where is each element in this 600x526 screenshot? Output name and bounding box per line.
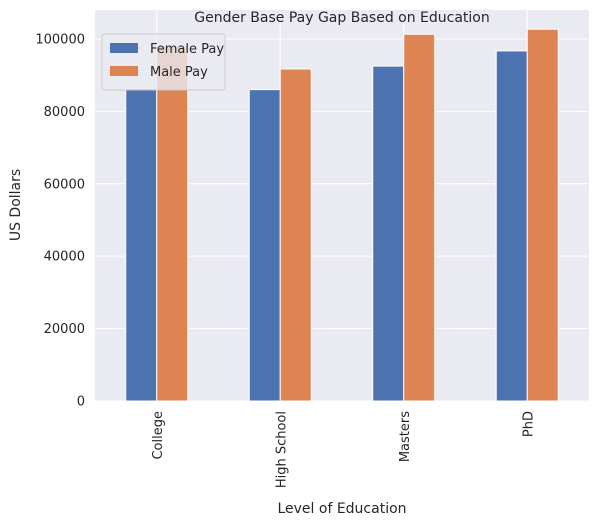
y-tick-label: 40000 [44,250,85,265]
bars [125,28,559,402]
y-tick-label: 60000 [44,177,85,192]
bar-female-pay-masters [372,65,405,402]
bar-male-pay-high-school [279,68,312,402]
bar-male-pay-college [156,45,189,402]
legend-swatch-female-pay [110,43,138,53]
y-tick-label: 20000 [44,322,85,337]
y-tick-label: 100000 [35,32,85,47]
legend-label-female-pay: Female Pay [150,42,224,57]
bar-female-pay-college [125,88,158,402]
legend: Female Pay Male Pay [101,33,226,91]
bar-male-pay-phd [526,28,559,402]
bar-female-pay-phd [495,50,528,402]
y-tick-label: 0 [77,395,85,410]
y-axis-label: US Dollars [8,169,24,241]
bar-female-pay-high-school [248,89,281,402]
y-tick-labels: 0 20000 40000 60000 80000 100000 [35,32,85,409]
x-tick-label: Masters [398,411,413,462]
x-tick-labels: College High School Masters PhD [151,411,537,488]
chart-title: Gender Base Pay Gap Based on Education [194,10,490,26]
x-tick-label: High School [274,411,289,488]
y-tick-label: 80000 [44,105,85,120]
legend-swatch-male-pay [110,66,138,76]
legend-label-male-pay: Male Pay [150,65,208,80]
x-tick-label: College [151,411,166,460]
bar-male-pay-masters [403,33,436,402]
x-axis-label: Level of Education [277,501,406,517]
x-tick-label: PhD [521,411,536,437]
